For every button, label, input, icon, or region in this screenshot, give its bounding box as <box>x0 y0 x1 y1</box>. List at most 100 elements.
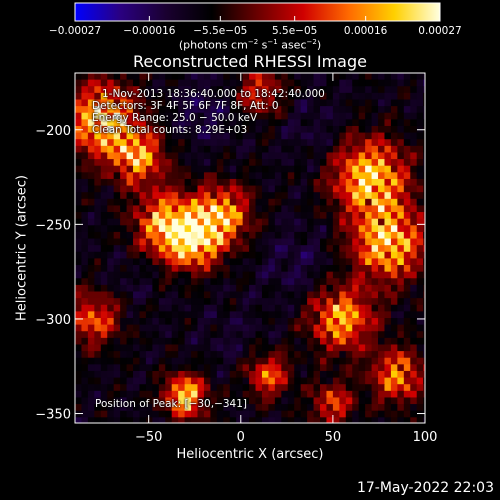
heatmap-cell <box>107 337 115 345</box>
heatmap-cell <box>268 218 276 226</box>
heatmap-cell <box>75 298 82 306</box>
heatmap-cell <box>203 112 211 120</box>
heatmap-cell <box>75 112 82 120</box>
heatmap-cell <box>236 390 244 398</box>
heatmap-cell <box>107 278 115 286</box>
heatmap-cell <box>281 185 289 193</box>
heatmap-cell <box>210 172 218 180</box>
heatmap-cell <box>210 159 218 167</box>
heatmap-cell <box>410 351 418 359</box>
heatmap-cell <box>416 245 424 253</box>
heatmap-cell <box>358 225 366 233</box>
heatmap-cell <box>268 291 276 299</box>
heatmap-cell <box>268 79 276 87</box>
heatmap-cell <box>81 86 89 94</box>
heatmap-cell <box>261 125 269 133</box>
heatmap-cell <box>410 112 418 120</box>
x-axis-label: Heliocentric X (arcsec) <box>176 447 324 462</box>
heatmap-cell <box>139 271 147 279</box>
heatmap-cell <box>403 212 411 220</box>
heatmap-cell <box>133 311 140 319</box>
heatmap-cell <box>326 271 334 279</box>
heatmap-cell <box>339 139 347 147</box>
heatmap-cell <box>416 159 424 167</box>
heatmap-cell <box>100 218 108 226</box>
heatmap-cell <box>390 364 398 372</box>
heatmap-cell <box>229 218 237 226</box>
heatmap-cell <box>294 99 302 107</box>
heatmap-cell <box>158 337 166 345</box>
heatmap-cell <box>191 337 198 345</box>
heatmap-cell <box>384 417 392 423</box>
heatmap-cell <box>274 397 282 405</box>
heatmap-cell <box>416 139 424 147</box>
heatmap-cell <box>352 324 360 332</box>
heatmap-cell <box>300 351 308 359</box>
heatmap-cell <box>410 225 418 233</box>
heatmap-cell <box>145 99 153 107</box>
heatmap-cell <box>352 357 360 365</box>
heatmap-cell <box>107 424 114 431</box>
heatmap-cell <box>171 79 179 87</box>
heatmap-cell <box>94 178 102 186</box>
heatmap-cell <box>365 192 372 200</box>
heatmap-cell <box>100 331 108 339</box>
heatmap-cell <box>81 79 89 87</box>
heatmap-cell <box>365 410 372 418</box>
heatmap-cell <box>249 424 256 431</box>
heatmap-cell <box>178 404 186 412</box>
heatmap-cell <box>365 198 372 206</box>
heatmap-cell <box>313 172 321 180</box>
heatmap-cell <box>107 152 115 160</box>
heatmap-cell <box>198 424 205 431</box>
heatmap-cell <box>430 232 437 239</box>
heatmap-cell <box>171 198 179 206</box>
heatmap-cell <box>352 337 360 345</box>
heatmap-cell <box>223 106 231 114</box>
heatmap-cell <box>145 331 153 339</box>
heatmap-cell <box>403 265 411 273</box>
heatmap-cell <box>203 231 211 239</box>
heatmap-cell <box>358 390 366 398</box>
heatmap-cell <box>223 390 231 398</box>
heatmap-cell <box>255 198 263 206</box>
heatmap-cell <box>255 311 263 319</box>
heatmap-cell <box>236 231 244 239</box>
heatmap-cell <box>423 178 425 186</box>
heatmap-cell <box>339 212 347 220</box>
heatmap-cell <box>184 291 192 299</box>
heatmap-cell <box>410 205 418 213</box>
heatmap-cell <box>158 92 166 100</box>
heatmap-cell <box>229 125 237 133</box>
heatmap-cell <box>397 397 405 405</box>
heatmap-cell <box>107 370 115 378</box>
heatmap-cell <box>203 417 211 423</box>
heatmap-cell <box>133 284 140 292</box>
heatmap-cell <box>191 344 198 352</box>
heatmap-cell <box>378 278 385 286</box>
heatmap-cell <box>197 324 205 332</box>
heatmap-cell <box>416 86 424 94</box>
heatmap-cell <box>300 251 308 259</box>
heatmap-cell <box>339 112 347 120</box>
heatmap-cell <box>403 238 411 246</box>
heatmap-cell <box>268 86 276 94</box>
heatmap-cell <box>397 377 405 385</box>
heatmap-cell <box>107 377 115 385</box>
heatmap-cell <box>210 112 218 120</box>
heatmap-cell <box>345 238 353 246</box>
heatmap-cell <box>339 86 347 94</box>
heatmap-cell <box>249 377 256 385</box>
heatmap-cell <box>249 152 256 160</box>
heatmap-cell <box>300 152 308 160</box>
heatmap-cell <box>365 238 372 246</box>
heatmap-cell <box>210 185 218 193</box>
heatmap-cell <box>410 212 418 220</box>
heatmap-cell <box>100 410 108 418</box>
heatmap-cell <box>216 212 224 220</box>
heatmap-cell <box>371 331 379 339</box>
heatmap-cell <box>223 284 231 292</box>
heatmap-cell <box>300 331 308 339</box>
heatmap-cell <box>197 165 205 173</box>
heatmap-cell <box>307 73 314 81</box>
